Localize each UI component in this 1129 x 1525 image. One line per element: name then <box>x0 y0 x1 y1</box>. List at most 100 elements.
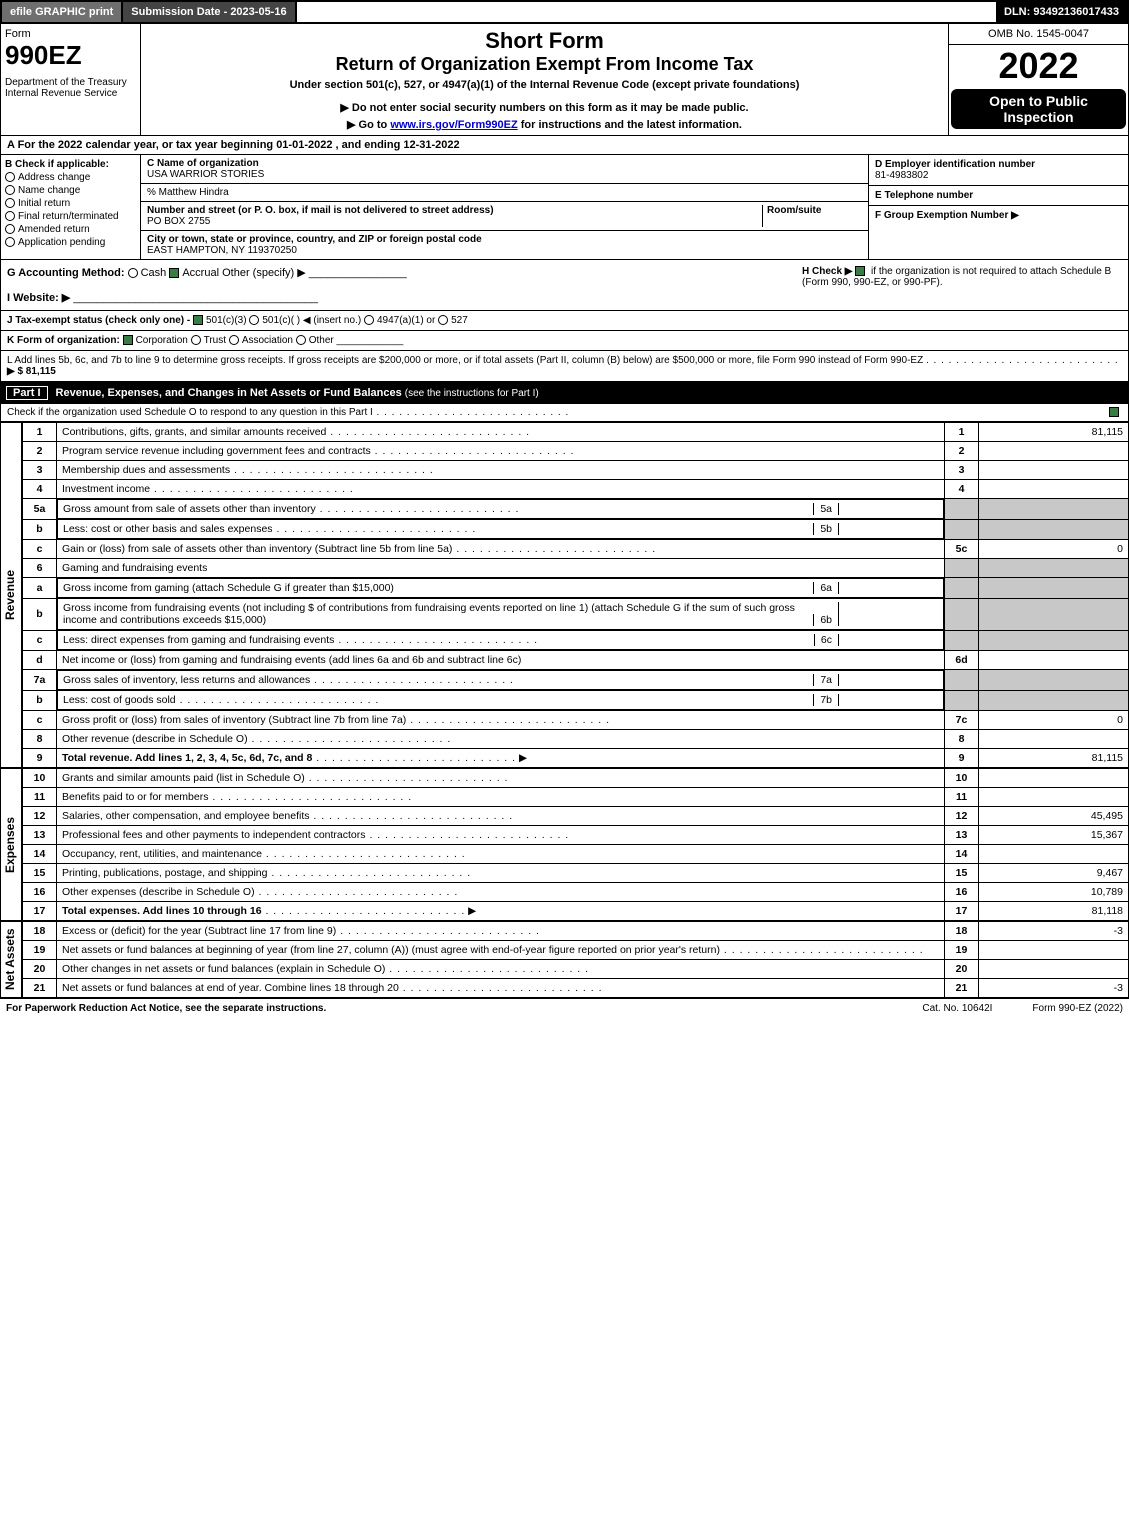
part1-num: Part I <box>6 386 48 400</box>
chk-address-change[interactable]: Address change <box>5 172 136 183</box>
col-def: D Employer identification number 81-4983… <box>868 155 1128 259</box>
ein: 81-4983802 <box>875 170 928 181</box>
l-val: ▶ $ 81,115 <box>7 366 56 377</box>
chk-name-change[interactable]: Name change <box>5 185 136 196</box>
line-19: 19Net assets or fund balances at beginni… <box>23 941 1129 960</box>
dln-label: DLN: 93492136017433 <box>996 2 1127 22</box>
line-3: 3Membership dues and assessments3 <box>23 461 1129 480</box>
expenses-table: 10Grants and similar amounts paid (list … <box>22 768 1129 921</box>
header-left: Form 990EZ Department of the Treasury In… <box>1 24 141 135</box>
omb-label: OMB No. 1545-0047 <box>949 24 1128 45</box>
part1-header: Part I Revenue, Expenses, and Changes in… <box>0 382 1129 404</box>
revenue-section: Revenue 1Contributions, gifts, grants, a… <box>0 422 1129 768</box>
k-assoc[interactable] <box>229 335 239 345</box>
expenses-section: Expenses 10Grants and similar amounts pa… <box>0 768 1129 921</box>
title-short: Short Form <box>147 28 942 54</box>
line-11: 11Benefits paid to or for members11 <box>23 788 1129 807</box>
line-17: 17Total expenses. Add lines 10 through 1… <box>23 902 1129 921</box>
revenue-table: 1Contributions, gifts, grants, and simil… <box>22 422 1129 768</box>
line-5a: 5aGross amount from sale of assets other… <box>23 499 1129 520</box>
form-header: Form 990EZ Department of the Treasury In… <box>0 24 1129 136</box>
grid-bcdef: B Check if applicable: Address change Na… <box>0 155 1129 260</box>
g-label: G Accounting Method: <box>7 267 125 279</box>
d-block: D Employer identification number 81-4983… <box>869 155 1128 186</box>
b-label: B Check if applicable: <box>5 159 136 170</box>
part1-title: Revenue, Expenses, and Changes in Net As… <box>56 387 402 399</box>
part1-check[interactable] <box>1109 407 1119 417</box>
footer-catno: Cat. No. 10642I <box>922 1003 992 1014</box>
line-6c: cLess: direct expenses from gaming and f… <box>23 630 1129 651</box>
side-netassets: Net Assets <box>0 921 22 998</box>
line-21: 21Net assets or fund balances at end of … <box>23 979 1129 998</box>
line-6d: dNet income or (loss) from gaming and fu… <box>23 651 1129 670</box>
title-main: Return of Organization Exempt From Incom… <box>147 54 942 75</box>
k-trust[interactable] <box>191 335 201 345</box>
col-c: C Name of organization USA WARRIOR STORI… <box>141 155 868 259</box>
g-accrual-check[interactable] <box>169 268 179 278</box>
line-7c: cGross profit or (loss) from sales of in… <box>23 711 1129 730</box>
irs-label: Internal Revenue Service <box>5 88 136 99</box>
j-527[interactable] <box>438 315 448 325</box>
line-15: 15Printing, publications, postage, and s… <box>23 864 1129 883</box>
topbar: efile GRAPHIC print Submission Date - 20… <box>0 0 1129 24</box>
j-501c3[interactable] <box>193 315 203 325</box>
c-city-block: City or town, state or province, country… <box>141 231 868 259</box>
chk-initial-return[interactable]: Initial return <box>5 198 136 209</box>
line-6a: aGross income from gaming (attach Schedu… <box>23 578 1129 599</box>
room-label: Room/suite <box>767 205 821 216</box>
line-14: 14Occupancy, rent, utilities, and mainte… <box>23 845 1129 864</box>
line-6: 6Gaming and fundraising events <box>23 559 1129 578</box>
city: EAST HAMPTON, NY 119370250 <box>147 245 297 256</box>
side-revenue: Revenue <box>0 422 22 768</box>
line-4: 4Investment income4 <box>23 480 1129 499</box>
h-check[interactable] <box>855 266 865 276</box>
row-j: J Tax-exempt status (check only one) - 5… <box>0 311 1129 331</box>
j-4947[interactable] <box>364 315 374 325</box>
part1-subtitle: (see the instructions for Part I) <box>405 388 1123 399</box>
title-under: Under section 501(c), 527, or 4947(a)(1)… <box>147 79 942 91</box>
row-a-tax-year: A For the 2022 calendar year, or tax yea… <box>0 136 1129 155</box>
form-number: 990EZ <box>5 40 136 71</box>
g-cash-radio[interactable] <box>128 268 138 278</box>
line-20: 20Other changes in net assets or fund ba… <box>23 960 1129 979</box>
dept-label: Department of the Treasury <box>5 77 136 88</box>
row-l: L Add lines 5b, 6c, and 7b to line 9 to … <box>0 351 1129 382</box>
c-pct: % Matthew Hindra <box>141 184 868 202</box>
g-accounting: G Accounting Method: Cash Accrual Other … <box>7 266 782 304</box>
footer-right: Form 990-EZ (2022) <box>1032 1003 1123 1014</box>
c-street-block: Number and street (or P. O. box, if mail… <box>141 202 868 231</box>
line-12: 12Salaries, other compensation, and empl… <box>23 807 1129 826</box>
c-name-label: C Name of organization <box>147 158 259 169</box>
street: PO BOX 2755 <box>147 216 210 227</box>
form-word: Form <box>5 28 136 40</box>
netassets-table: 18Excess or (deficit) for the year (Subt… <box>22 921 1129 998</box>
header-right: OMB No. 1545-0047 2022 Open to Public In… <box>948 24 1128 135</box>
line-8: 8Other revenue (describe in Schedule O)8 <box>23 730 1129 749</box>
footer-left: For Paperwork Reduction Act Notice, see … <box>6 1003 922 1014</box>
line-10: 10Grants and similar amounts paid (list … <box>23 769 1129 788</box>
goto-note: ▶ Go to www.irs.gov/Form990EZ for instru… <box>147 118 942 131</box>
submission-date-button[interactable]: Submission Date - 2023-05-16 <box>123 2 296 22</box>
netassets-section: Net Assets 18Excess or (deficit) for the… <box>0 921 1129 998</box>
line-7a: 7aGross sales of inventory, less returns… <box>23 670 1129 691</box>
open-public-badge: Open to Public Inspection <box>951 89 1126 129</box>
k-corp[interactable] <box>123 335 133 345</box>
tax-year: 2022 <box>949 45 1128 87</box>
header-center: Short Form Return of Organization Exempt… <box>141 24 948 135</box>
chk-application-pending[interactable]: Application pending <box>5 237 136 248</box>
efile-print-button[interactable]: efile GRAPHIC print <box>2 2 123 22</box>
ssn-note: ▶ Do not enter social security numbers o… <box>147 101 942 114</box>
row-gh: G Accounting Method: Cash Accrual Other … <box>0 260 1129 311</box>
j-501c[interactable] <box>249 315 259 325</box>
line-6b: bGross income from fundraising events (n… <box>23 598 1129 630</box>
part1-check-row: Check if the organization used Schedule … <box>0 404 1129 422</box>
chk-final-return[interactable]: Final return/terminated <box>5 211 136 222</box>
org-name: USA WARRIOR STORIES <box>147 169 264 180</box>
line-13: 13Professional fees and other payments t… <box>23 826 1129 845</box>
f-label: F Group Exemption Number ▶ <box>875 210 1019 221</box>
chk-amended-return[interactable]: Amended return <box>5 224 136 235</box>
d-label: D Employer identification number <box>875 159 1035 170</box>
line-16: 16Other expenses (describe in Schedule O… <box>23 883 1129 902</box>
irs-link[interactable]: www.irs.gov/Form990EZ <box>390 119 517 131</box>
k-other[interactable] <box>296 335 306 345</box>
